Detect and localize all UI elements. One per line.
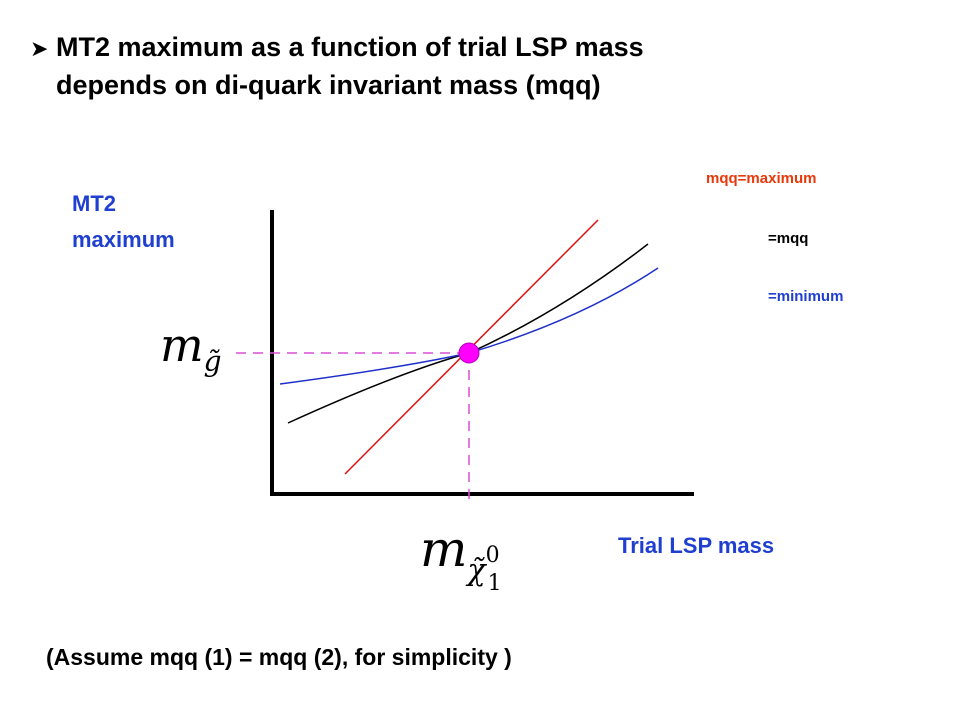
legend-mqq: =mqq: [768, 230, 809, 247]
neutralino-superscript: 0: [485, 543, 500, 568]
y-axis-label: MT2 maximum: [72, 186, 272, 258]
gluino-subscript: g̃: [203, 345, 222, 379]
blue-curve-mqq-minimum: [279, 267, 659, 385]
legend-mqq-maximum: mqq=maximum: [706, 170, 817, 187]
gluino-m: m: [160, 318, 204, 372]
title-line-2: depends on di-quark invariant mass (mqq): [56, 70, 601, 100]
neutralino-mass-label: mχ̃0 1: [420, 520, 514, 596]
black-curve-mqq: [287, 243, 649, 424]
title-block: ➤ MT2 maximum as a function of trial LSP…: [30, 28, 930, 104]
footnote: (Assume mqq (1) = mqq (2), for simplicit…: [46, 644, 512, 670]
neutralino-m: m: [420, 520, 468, 578]
x-axis-label: Trial LSP mass: [618, 533, 775, 558]
y-axis-label-line-1: MT2: [72, 191, 116, 216]
intersection-point: [458, 342, 480, 364]
arrow-bullet-icon: ➤: [30, 36, 49, 61]
gluino-mass-label: mg̃: [160, 318, 222, 378]
legend-mqq-minimum: =minimum: [768, 288, 844, 305]
neutralino-subscript: 1: [487, 571, 502, 596]
y-axis-label-line-2: maximum: [72, 227, 175, 252]
neutralino-chi: χ̃: [467, 553, 486, 588]
title-line-1: MT2 maximum as a function of trial LSP m…: [56, 32, 644, 62]
